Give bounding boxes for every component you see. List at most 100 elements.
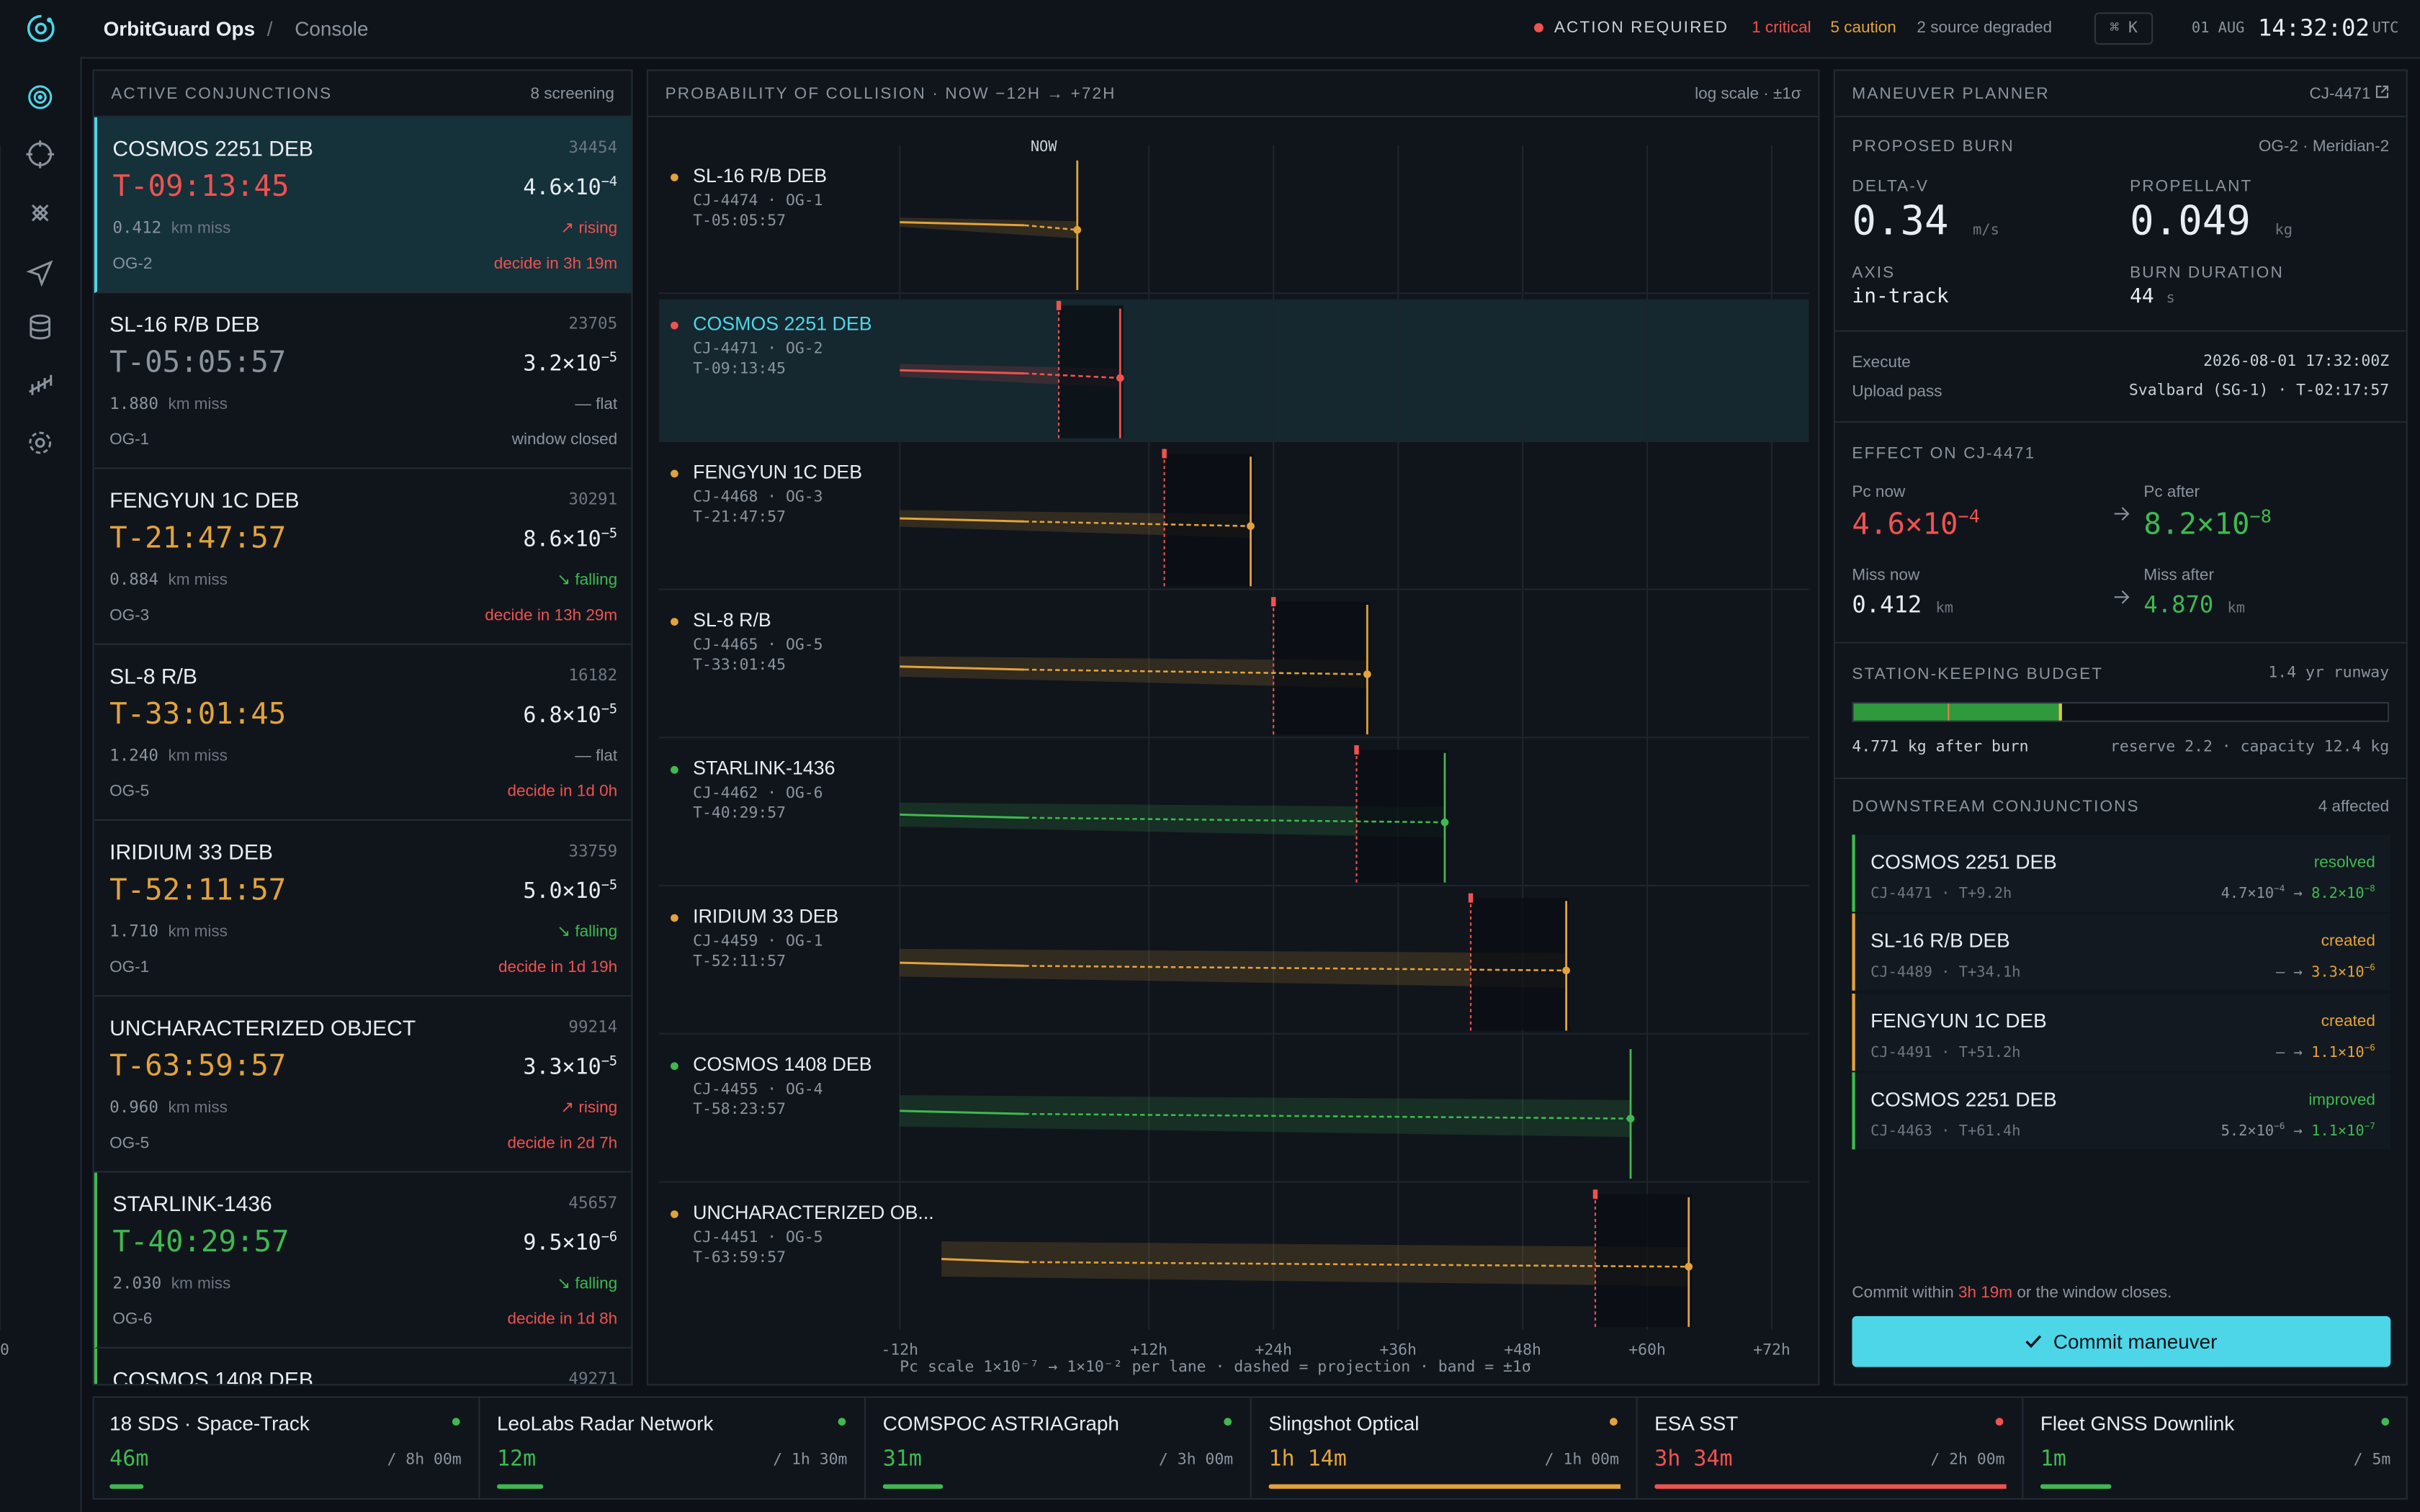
nav-send[interactable] [26, 260, 53, 287]
miss-unit: km miss [168, 395, 228, 414]
conjunction-card[interactable]: FENGYUN 1C DEB 30291 T-21:47:57 8.6×10−5 0.8… [94, 469, 632, 645]
nav-satellite[interactable] [31, 204, 49, 222]
command-shortcut[interactable]: ⌘ K [2094, 12, 2154, 45]
pc_after-value-exponent: −8 [2249, 505, 2272, 528]
source-status-dot [1995, 1418, 2004, 1426]
miss_after-number: 4.870 [2143, 590, 2214, 619]
pc-after-exponent: −6 [2364, 1043, 2375, 1053]
nav-target[interactable] [26, 140, 54, 168]
alert-text: ACTION REQUIRED [1554, 18, 1729, 37]
conjunction-card[interactable]: SL-8 R/B 16182 T-33:01:45 6.8×10−5 1.240 km … [94, 645, 632, 821]
degraded-count: 2 source degraded [1917, 18, 2053, 37]
trend: ↘ falling [557, 922, 618, 942]
pc-after: 3.3×10−6 [2311, 965, 2375, 982]
miss-value: 0.412 [112, 219, 162, 238]
collision-probability: 5.0×10−5 [523, 879, 617, 904]
miss-unit: km miss [168, 1098, 228, 1117]
capacity: 12.4 [2323, 739, 2362, 756]
collision-probability-mantissa: 6.8×10 [523, 703, 601, 729]
conjunction-card[interactable]: STARLINK-1436 45657 T-40:29:57 9.5×10−6 2.03… [94, 1172, 632, 1349]
upload-label: Upload pass [1852, 382, 1942, 402]
source-status-dot [1224, 1418, 1232, 1426]
downstream-item[interactable]: FENGYUN 1C DEB created CJ-4491 · T+51.2h — … [1852, 993, 2391, 1071]
decision-deadline: decide in 1d 8h [507, 1310, 618, 1328]
downstream-item[interactable]: COSMOS 2251 DEB improved CJ-4463 · T+61.4h… [1852, 1072, 2391, 1150]
commit-label: Commit maneuver [2053, 1330, 2218, 1354]
pc-after-mantissa: 1.1×10 [2311, 1122, 2365, 1140]
operator-group: OG-1 [109, 430, 150, 449]
source-limit: / 2h 00m [1930, 1452, 2005, 1469]
conjunction-card[interactable]: UNCHARACTERIZED OBJECT 99214 T-63:59:57 3.3… [94, 996, 632, 1173]
source-age: 46m [109, 1446, 149, 1472]
source-name: ESA SST [1654, 1411, 1739, 1435]
axis-value: in-track [1852, 285, 1948, 308]
nav-signal[interactable] [28, 374, 53, 395]
conjunction-card[interactable]: IRIDIUM 33 DEB 33759 T-52:11:57 5.0×10−5 1.7… [94, 821, 632, 997]
miss-value: 2.030 [112, 1274, 162, 1293]
after-burn-label: kg after burn [1907, 739, 2029, 756]
downstream-item[interactable]: SL-16 R/B DEB created CJ-4489 · T+34.1h — →… [1852, 914, 2391, 991]
collision-probability: 3.2×10−5 [523, 352, 617, 377]
freshness-track [497, 1484, 849, 1489]
freshness-fill [1654, 1484, 2007, 1489]
conjunction-ref[interactable]: CJ-4471 [2310, 85, 2390, 104]
pc-after-exponent: −6 [2364, 964, 2375, 974]
nav-icons [26, 85, 54, 454]
conjunction-card[interactable]: SL-16 R/B DEB 23705 T-05:05:57 3.2×10−5 1.88… [94, 293, 632, 469]
propellant-unit: kg [2275, 222, 2293, 240]
duration-number: 44 [2130, 285, 2154, 309]
miss_now-value: 0.412 km [1852, 591, 1953, 619]
miss-value: 1.240 [109, 747, 158, 765]
nav-database[interactable] [30, 314, 51, 340]
page-name[interactable]: Console [295, 17, 369, 40]
conjunction-card[interactable]: COSMOS 2251 DEB 34454 T-09:13:45 4.6×10−4 0.… [94, 117, 632, 294]
item-ref: CJ-4471 · T+9.2h [1870, 886, 2012, 903]
source-card[interactable]: COMSPOC ASTRIAGraph 31m / 3h 00m [864, 1396, 1250, 1500]
decision-deadline: decide in 3h 19m [493, 254, 618, 274]
downstream-item[interactable]: COSMOS 2251 DEB resolved CJ-4471 · T+9.2h 4… [1852, 834, 2391, 912]
object-name: UNCHARACTERIZED OBJECT [109, 1015, 416, 1040]
conjunction-card[interactable]: COSMOS 1408 DEB 49271 [94, 1348, 632, 1385]
check-icon [2026, 1335, 2042, 1349]
after-burn: 4.771 kg after burn [1852, 739, 2028, 756]
decision-deadline: decide in 13h 29m [485, 606, 618, 625]
burn-asset: OG-2 · Meridian-2 [2258, 137, 2390, 156]
source-card[interactable]: 18 SDS · Space-Track 46m / 8h 00m [93, 1396, 479, 1500]
nav-settings[interactable] [29, 431, 52, 454]
operator-group: OG-5 [109, 1134, 150, 1153]
time-to-tca: T-21:47:57 [109, 521, 287, 556]
collision-probability: 9.5×10−6 [523, 1231, 617, 1256]
reserve-marker [1948, 703, 1950, 721]
date: 01 AUG [2191, 19, 2245, 37]
operator-group: OG-1 [109, 958, 150, 977]
commit-note: Commit within 3h 19m or the window close… [1852, 1284, 2172, 1302]
item-pc-change: 4.7×10−4 → 8.2×10−8 [2220, 885, 2375, 903]
freshness-fill [1268, 1484, 1621, 1489]
miss-distance: 2.030 km miss [112, 1274, 230, 1293]
source-card[interactable]: ESA SST 3h 34m / 2h 00m [1636, 1396, 2022, 1500]
source-card[interactable]: Fleet GNSS Downlink 1m / 5m [2022, 1396, 2408, 1500]
freshness-fill [497, 1484, 544, 1489]
trend: ↘ falling [557, 570, 618, 590]
operator-group: OG-3 [109, 606, 150, 625]
pc-before-exponent: −6 [2274, 1122, 2285, 1133]
effect-arrows [2114, 507, 2130, 604]
reserve-label: reserve [2110, 739, 2176, 756]
object-name: FENGYUN 1C DEB [109, 487, 300, 513]
object-id: 45657 [568, 1194, 618, 1213]
decision-deadline: decide in 2d 7h [507, 1134, 618, 1153]
section-title: PROPOSED BURN [1852, 137, 2015, 156]
commit-button[interactable]: Commit maneuver [1852, 1315, 2391, 1367]
critical-count: 1 critical [1752, 18, 1811, 37]
source-card[interactable]: LeoLabs Radar Network 12m / 1h 30m [478, 1396, 864, 1500]
freshness-fill [2040, 1484, 2111, 1489]
item-pc-change: — → 3.3×10−6 [2276, 964, 2375, 982]
divider [648, 115, 1819, 117]
source-limit: / 8h 00m [387, 1452, 462, 1469]
source-card[interactable]: Slingshot Optical 1h 14m / 1h 00m [1250, 1396, 1636, 1500]
nav-radar[interactable] [28, 85, 53, 109]
miss-unit: km miss [168, 747, 228, 765]
decision-deadline: decide in 1d 0h [507, 782, 618, 801]
section-title: EFFECT ON CJ-4471 [1852, 444, 2036, 463]
logo[interactable] [24, 12, 57, 45]
